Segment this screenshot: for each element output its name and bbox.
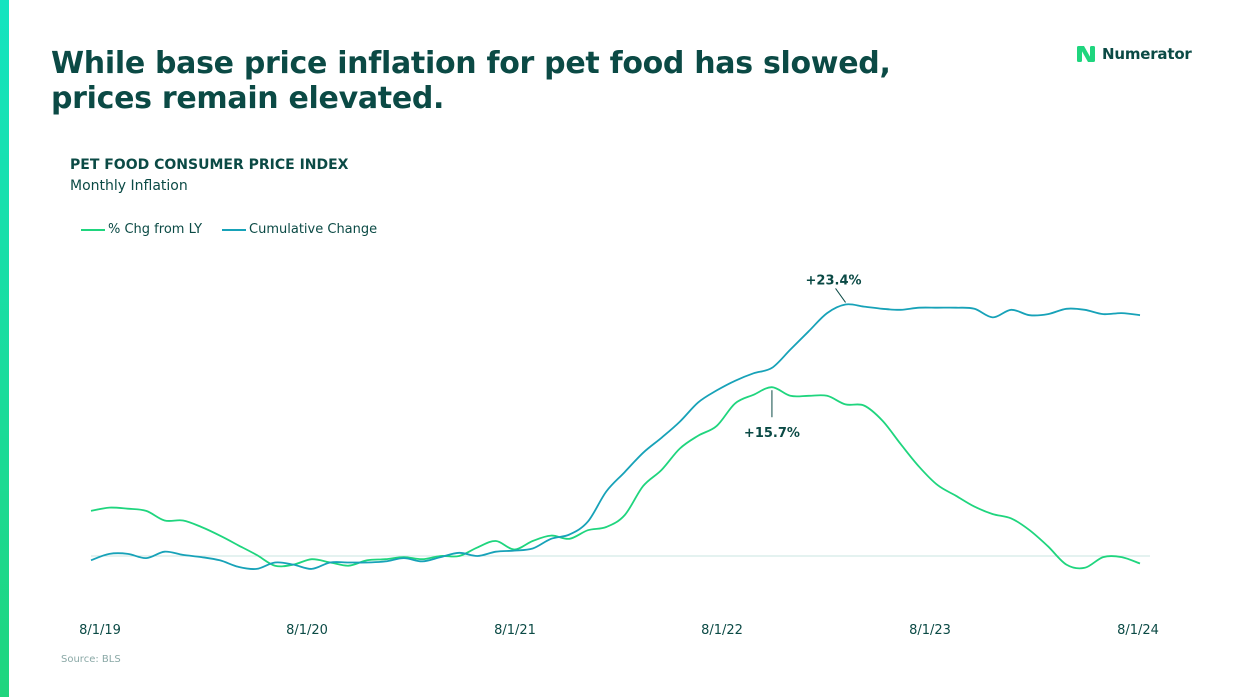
accent-bar <box>0 0 9 697</box>
numerator-n-logo-icon <box>1077 46 1095 62</box>
legend-label-cumulative: Cumulative Change <box>249 222 378 237</box>
legend-item-yoy: % Chg from LY <box>81 222 202 237</box>
legend-swatch-cumulative <box>222 228 247 231</box>
series-layer <box>90 303 1141 570</box>
page-title: While base price inflation for pet food … <box>51 46 891 116</box>
brand-name: Numerator <box>1102 45 1192 63</box>
x-tick-label: 8/1/19 <box>79 623 121 638</box>
annotation-label-yoy: +15.7% <box>744 426 800 441</box>
x-tick-label: 8/1/24 <box>1117 623 1159 638</box>
annotation-label-cumulative: +23.4% <box>806 273 862 288</box>
chart-title: PET FOOD CONSUMER PRICE INDEX <box>70 157 349 173</box>
x-tick-label: 8/1/21 <box>494 623 536 638</box>
x-tick-label: 8/1/23 <box>909 623 951 638</box>
annotation-layer: +15.7% +23.4% <box>744 273 862 441</box>
series-line-cumulative <box>90 303 1141 570</box>
brand-logo: Numerator <box>1076 43 1192 65</box>
legend-swatch-yoy <box>81 228 105 231</box>
legend-label-yoy: % Chg from LY <box>108 222 203 237</box>
legend-item-cumulative: Cumulative Change <box>222 222 377 237</box>
x-tick-label: 8/1/22 <box>701 623 743 638</box>
source-note: Source: BLS <box>61 654 121 665</box>
chart-legend: % Chg from LY Cumulative Change <box>81 222 377 237</box>
chart-subtitle: Monthly Inflation <box>70 178 188 194</box>
x-tick-label: 8/1/20 <box>286 623 328 638</box>
x-axis-ticks: 8/1/19 8/1/20 8/1/21 8/1/22 8/1/23 8/1/24 <box>79 623 1159 638</box>
series-line-yoy <box>90 386 1141 570</box>
annotation-leader-cumulative <box>835 288 846 303</box>
